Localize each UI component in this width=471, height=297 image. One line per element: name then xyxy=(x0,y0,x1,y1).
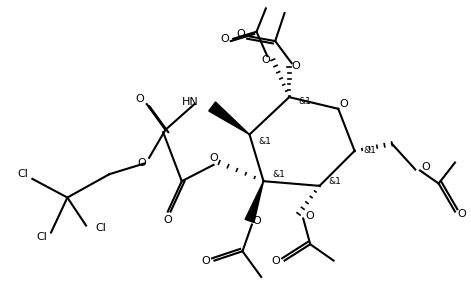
Text: O: O xyxy=(340,99,348,109)
Text: &1: &1 xyxy=(259,137,272,146)
Text: O: O xyxy=(220,34,229,44)
Text: O: O xyxy=(272,256,281,266)
Text: &1: &1 xyxy=(363,146,376,155)
Text: &1: &1 xyxy=(272,170,285,179)
Text: &1: &1 xyxy=(299,97,311,106)
Text: O: O xyxy=(421,162,430,172)
Text: O: O xyxy=(237,29,245,39)
Text: O: O xyxy=(138,158,146,168)
Text: Cl: Cl xyxy=(96,223,106,233)
Text: O: O xyxy=(135,94,144,104)
Text: O: O xyxy=(261,55,270,65)
Polygon shape xyxy=(209,102,250,135)
Text: O: O xyxy=(306,211,314,221)
Text: O: O xyxy=(209,153,218,163)
Text: O: O xyxy=(458,209,466,219)
Text: O: O xyxy=(202,256,211,266)
Text: O: O xyxy=(163,215,172,225)
Text: Cl: Cl xyxy=(36,232,47,242)
Polygon shape xyxy=(245,181,263,222)
Text: O: O xyxy=(292,61,300,71)
Text: O: O xyxy=(252,216,261,226)
Text: Cl: Cl xyxy=(17,169,28,179)
Text: &1: &1 xyxy=(328,177,341,186)
Text: HN: HN xyxy=(181,97,198,107)
